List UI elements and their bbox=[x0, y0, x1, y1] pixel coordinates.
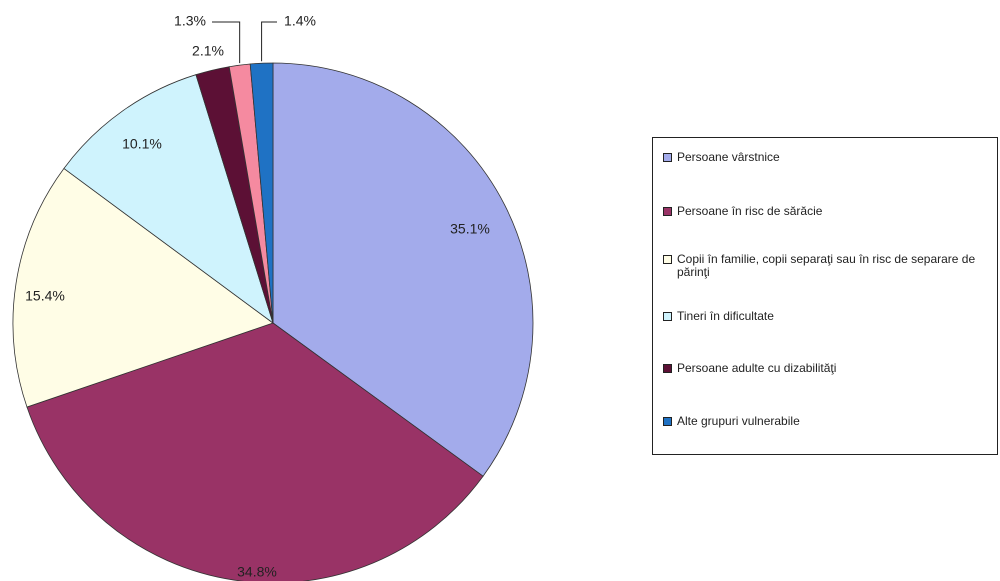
pie-slice bbox=[63, 74, 274, 325]
legend-label: Persoane adulte cu dizabilităţi bbox=[677, 361, 837, 375]
data-label: 2.1% bbox=[192, 43, 224, 59]
legend-item: Tineri în dificultate bbox=[663, 310, 993, 323]
pie-slice bbox=[272, 62, 534, 477]
legend-label: Copii în familie, copii separaţi sau în … bbox=[677, 252, 976, 279]
pie-slice bbox=[249, 62, 274, 324]
data-label: 10.1% bbox=[122, 136, 162, 152]
legend-item: Copii în familie, copii separaţi sau în … bbox=[663, 253, 993, 279]
leader-line bbox=[261, 21, 277, 62]
legend-swatch bbox=[663, 207, 672, 216]
legend-label: Persoane vârstnice bbox=[677, 150, 780, 164]
legend-swatch bbox=[663, 312, 672, 321]
legend-label: Alte grupuri vulnerabile bbox=[677, 414, 800, 428]
pie-slice bbox=[12, 167, 274, 408]
legend-item: Persoane adulte cu dizabilităţi bbox=[663, 362, 993, 375]
legend-item: Alte grupuri vulnerabile bbox=[663, 415, 993, 428]
legend-swatch bbox=[663, 153, 672, 162]
leader-line bbox=[212, 21, 241, 64]
pie-slice bbox=[26, 322, 484, 581]
legend-swatch bbox=[663, 417, 672, 426]
legend-swatch bbox=[663, 255, 672, 264]
data-label: 15.4% bbox=[25, 288, 65, 304]
legend-swatch bbox=[663, 364, 672, 373]
legend-label: Persoane în risc de sărăcie bbox=[677, 204, 823, 218]
legend: Persoane vârstnice Persoane în risc de să… bbox=[652, 137, 998, 455]
data-label: 1.4% bbox=[284, 13, 316, 29]
legend-item: Persoane în risc de sărăcie bbox=[663, 205, 993, 218]
data-label: 35.1% bbox=[450, 221, 490, 237]
legend-label: Tineri în dificultate bbox=[677, 309, 774, 323]
data-label: 1.3% bbox=[174, 13, 206, 29]
data-label: 34.8% bbox=[237, 564, 277, 580]
legend-item: Persoane vârstnice bbox=[663, 151, 993, 164]
